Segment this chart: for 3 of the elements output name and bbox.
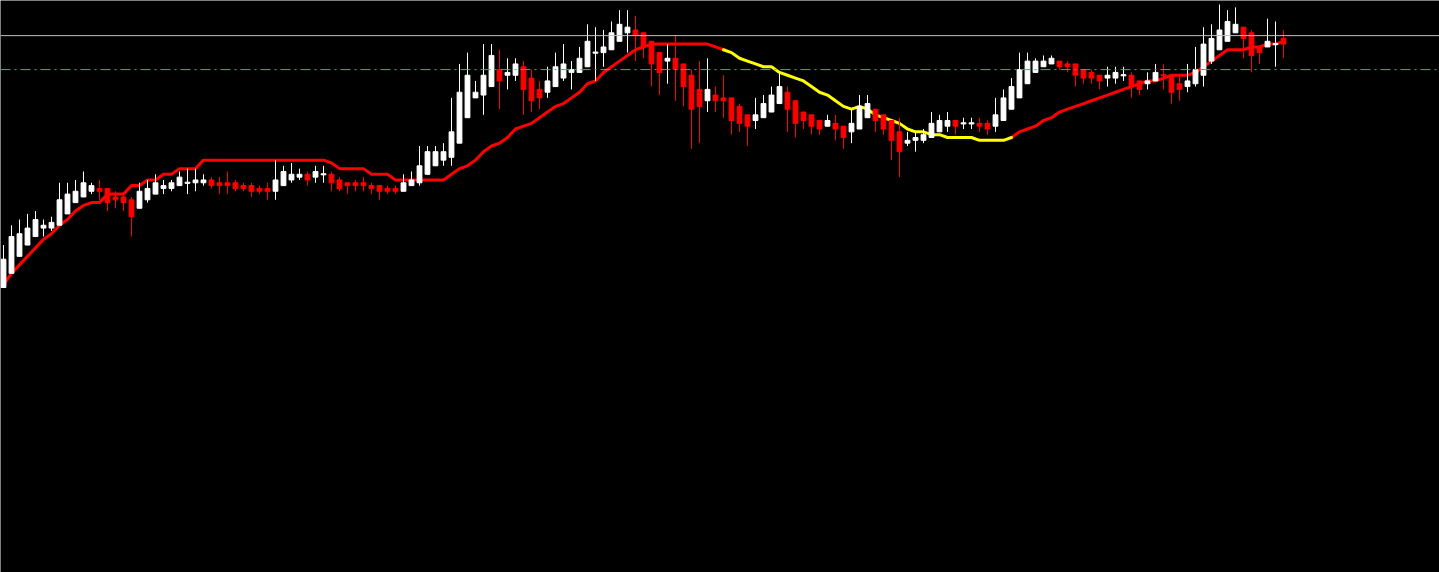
candlestick bbox=[496, 49, 503, 110]
candlestick bbox=[664, 43, 671, 85]
candlestick bbox=[704, 57, 711, 113]
